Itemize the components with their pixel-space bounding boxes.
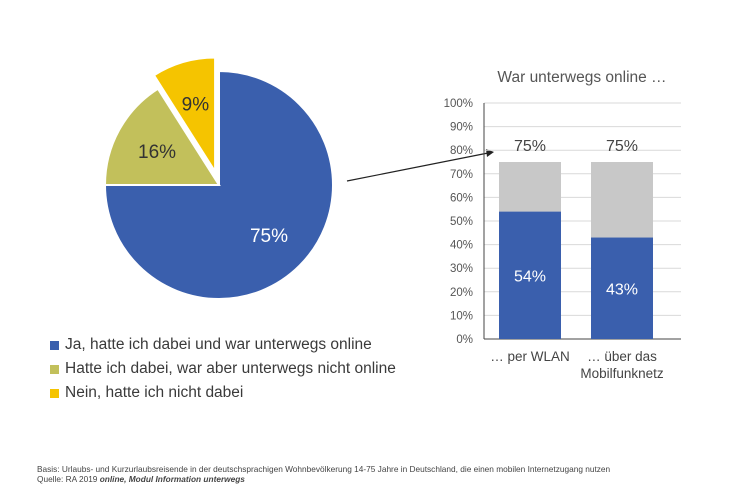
y-tick-label: 0% (456, 334, 473, 346)
pie-slice (103, 87, 221, 186)
bar-segment-rest (591, 162, 653, 238)
y-tick-label: 40% (450, 240, 473, 252)
legend-label: Ja, hatte ich dabei und war unterwegs on… (65, 336, 372, 353)
x-category-label: … per WLAN (490, 349, 570, 364)
x-category-label: Mobilfunknetz (580, 366, 664, 381)
pie-slice-label: 16% (138, 142, 176, 163)
pie-slice-label: 75% (250, 226, 288, 247)
footnote: Basis: Urlaubs- und Kurzurlaubsreisende … (37, 464, 610, 484)
bar-chart: 0% 10% 20% 30% 40% 50% 60% 70% 80% 90% 100% 54% 75% …… (444, 98, 681, 381)
legend-label: Nein, hatte ich nicht dabei (65, 384, 244, 401)
footnote-source-prefix: Quelle: RA 2019 (37, 474, 100, 484)
pie-slice-label: 9% (182, 95, 210, 116)
y-tick-label: 80% (450, 145, 473, 157)
x-category-label: … über das (587, 349, 657, 364)
bar-total-label: 75% (514, 138, 546, 155)
bar-segment-online (591, 237, 653, 339)
chart-area: 75% 16% 9% War unterwegs online … 0% 10% 20%… (103, 56, 681, 381)
legend-item-not-carried: Nein, hatte ich nicht dabei (50, 381, 396, 405)
legend-item-online: Ja, hatte ich dabei und war unterwegs on… (50, 333, 396, 357)
y-tick-label: 100% (444, 98, 473, 110)
pie-slice (103, 69, 334, 300)
connector-arrow (346, 152, 489, 182)
bar-segment-rest (499, 162, 561, 212)
legend-label: Hatte ich dabei, war aber unterwegs nich… (65, 360, 396, 377)
connector-arrowhead (486, 149, 494, 157)
y-tick-label: 90% (450, 122, 473, 134)
y-tick-label: 30% (450, 263, 473, 275)
legend-swatch-yellow (50, 388, 59, 398)
y-tick-label: 10% (450, 310, 473, 322)
footnote-source: Quelle: RA 2019 online, Modul Informatio… (37, 474, 610, 484)
footnote-source-emph: online, Modul Information unterwegs (99, 474, 245, 484)
pie-slice (152, 56, 217, 175)
pie-legend: Ja, hatte ich dabei und war unterwegs on… (50, 333, 396, 405)
y-tick-label: 50% (450, 216, 473, 228)
bar-total-label: 75% (606, 138, 638, 155)
y-tick-label: 20% (450, 287, 473, 299)
bar-chart-title: War unterwegs online … (497, 69, 666, 86)
bar-value-label: 43% (606, 281, 638, 298)
y-tick-label: 70% (450, 169, 473, 181)
legend-item-not-online: Hatte ich dabei, war aber unterwegs nich… (50, 357, 396, 381)
bar-segment-online (499, 211, 561, 339)
y-tick-label: 60% (450, 192, 473, 204)
legend-swatch-olive (50, 364, 59, 374)
pie-chart: 75% 16% 9% (103, 56, 334, 300)
legend-swatch-blue (50, 340, 59, 350)
bar-value-label: 54% (514, 268, 546, 285)
footnote-basis: Basis: Urlaubs- und Kurzurlaubsreisende … (37, 464, 611, 474)
